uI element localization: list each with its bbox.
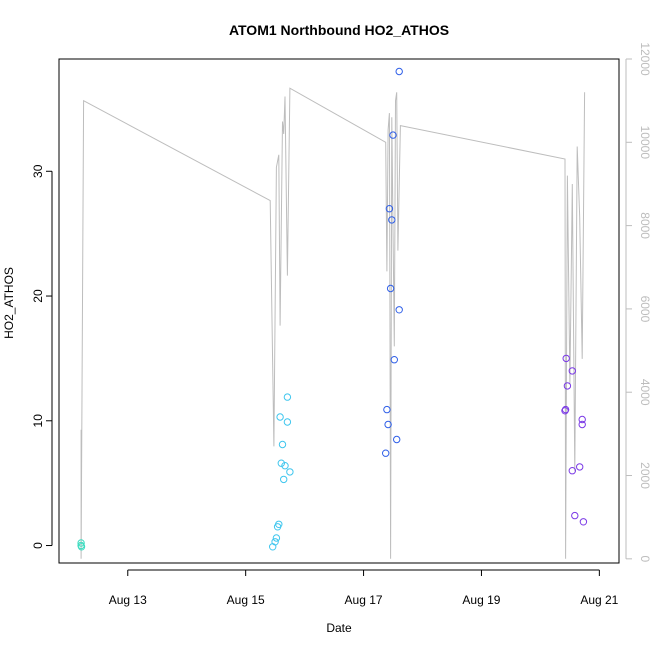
data-point — [271, 538, 279, 546]
y-tick-label: 10 — [31, 414, 45, 428]
x-tick-label: Aug 13 — [109, 593, 147, 607]
data-point — [382, 449, 390, 457]
x-tick-label: Aug 21 — [580, 593, 618, 607]
data-point — [563, 382, 572, 390]
data-point — [286, 468, 294, 476]
data-point — [272, 534, 281, 542]
data-point — [576, 463, 584, 471]
secondary-y-tick-label: 10000 — [638, 126, 650, 160]
data-point — [395, 67, 403, 76]
secondary-y-tick-label: 8000 — [638, 212, 650, 239]
data-point — [278, 440, 287, 449]
data-point — [277, 459, 285, 467]
data-point — [385, 205, 394, 213]
data-point — [561, 405, 570, 414]
data-point — [578, 415, 586, 424]
data-point — [77, 539, 85, 547]
data-point — [578, 420, 586, 429]
data-point — [276, 413, 284, 421]
x-tick-label: Aug 19 — [462, 593, 500, 607]
data-point — [281, 462, 289, 470]
data-point — [568, 467, 576, 475]
chart-title: ATOM1 Northbound HO2_ATHOS — [229, 22, 449, 38]
y-tick-label: 20 — [31, 289, 45, 303]
data-point — [386, 284, 395, 293]
data-point — [280, 475, 288, 484]
data-point — [562, 354, 570, 363]
secondary-y-tick-label: 2000 — [638, 462, 650, 489]
y-axis-label: HO2_ATHOS — [2, 267, 16, 339]
secondary-y-tick-label: 4000 — [638, 379, 650, 406]
secondary-y-tick-label: 0 — [638, 555, 650, 562]
secondary-y-tick-label: 6000 — [638, 296, 650, 323]
data-point — [384, 420, 392, 429]
y-tick-label: 30 — [31, 164, 45, 178]
data-point — [275, 520, 283, 528]
data-point — [389, 131, 397, 139]
data-point — [283, 393, 292, 401]
y-tick-label: 0 — [31, 542, 45, 549]
x-tick-label: Aug 15 — [227, 593, 265, 607]
data-point — [388, 216, 396, 224]
data-point — [383, 405, 391, 414]
data-point — [579, 518, 588, 526]
data-point — [393, 435, 401, 444]
plot-border — [58, 58, 620, 564]
data-point — [571, 511, 579, 520]
plot-area: 0 10 20 30 Aug 13 Aug 15 Aug 17 Aug 19 Aug 21 0 20… — [31, 42, 650, 607]
data-point — [395, 306, 403, 314]
data-point — [390, 356, 398, 364]
secondary-line-series — [80, 87, 586, 559]
secondary-y-tick-label: 12000 — [638, 42, 650, 76]
x-axis-label: Date — [326, 621, 352, 635]
x-tick-label: Aug 17 — [345, 593, 383, 607]
data-point — [77, 543, 86, 551]
data-point — [568, 367, 576, 375]
data-point — [283, 418, 292, 426]
